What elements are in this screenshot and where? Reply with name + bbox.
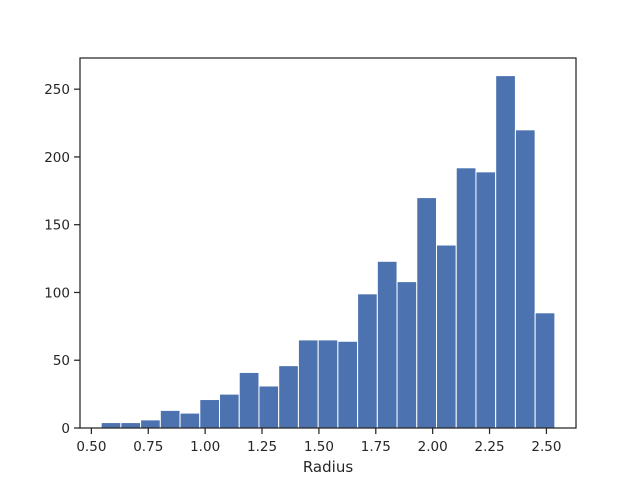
plot-frame [79,57,577,429]
histogram-bar [258,385,280,429]
histogram-bar [199,399,221,429]
y-tick-label: 200 [44,150,70,166]
histogram-bar [297,339,319,429]
histogram-bar [219,393,240,429]
histogram-bar [436,244,457,429]
x-tick-label: 1.25 [247,439,277,455]
x-tick-label: 0.75 [133,439,163,455]
x-tick-label: 0.50 [76,439,106,455]
x-axis-ticks: 0.50 0.75 1.00 1.25 1.50 1.75 2.00 2.25 2.50 [76,428,561,455]
histogram-bar [238,371,260,429]
histogram-bar [337,340,359,429]
histogram-bar [396,281,418,429]
x-tick-label: 2.00 [418,439,448,455]
y-tick-label: 100 [44,285,70,301]
x-tick-label: 2.50 [531,439,561,455]
histogram-bar [159,409,181,429]
x-tick-label: 1.75 [361,439,391,455]
histogram-bar [120,422,142,429]
histogram-bar [100,422,122,429]
histogram-bar [317,339,339,429]
histogram-bar [179,412,201,429]
y-tick-label: 50 [53,353,70,369]
histogram-bar [278,365,299,429]
histogram-bar [475,171,497,429]
histogram-bar [357,293,378,429]
histogram-bar [455,167,477,429]
histogram-bar [140,419,161,429]
histogram-bar [376,260,398,429]
x-tick-label: 1.00 [190,439,220,455]
y-axis-ticks: 0 50 100 150 200 250 [44,82,80,437]
x-tick-label: 2.25 [475,439,505,455]
x-axis-label: Radius [303,458,353,476]
y-tick-label: 0 [61,421,70,437]
histogram-bar [495,75,516,429]
x-tick-label: 1.50 [304,439,334,455]
histogram-bar [416,197,438,429]
bars-group [100,75,556,429]
y-tick-label: 250 [44,82,70,98]
histogram-bar [514,129,536,429]
histogram-bar [534,312,556,429]
y-tick-label: 150 [44,218,70,234]
